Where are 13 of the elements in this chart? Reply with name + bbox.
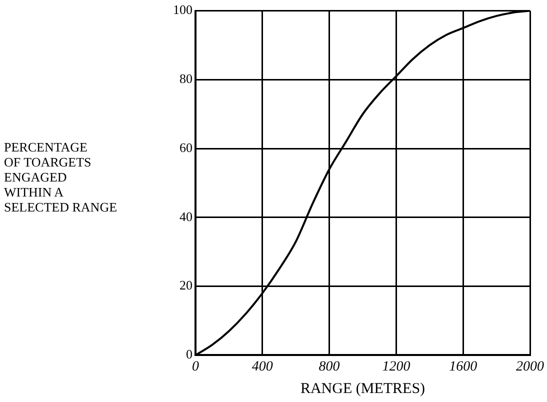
y-axis-title: PERCENTAGE OF TOARGETS ENGAGED WITHIN A SELECTED RANGE — [4, 139, 118, 214]
x-axis-title: RANGE (METRES) — [300, 380, 426, 397]
x-tick-label: 400 — [252, 359, 273, 374]
y-tick-label: 20 — [180, 278, 192, 293]
y-tick-label: 80 — [180, 71, 192, 86]
y-tick-label: 40 — [180, 208, 192, 224]
x-tick-label: 800 — [318, 359, 340, 374]
y-tick-label: 100 — [173, 2, 192, 18]
y-tick-label: 60 — [180, 140, 192, 155]
x-tick-label: 1200 — [382, 359, 410, 374]
x-tick-label: 1600 — [449, 359, 478, 374]
y-tick-label: 0 — [186, 346, 192, 362]
x-tick-label: 2000 — [516, 359, 544, 374]
